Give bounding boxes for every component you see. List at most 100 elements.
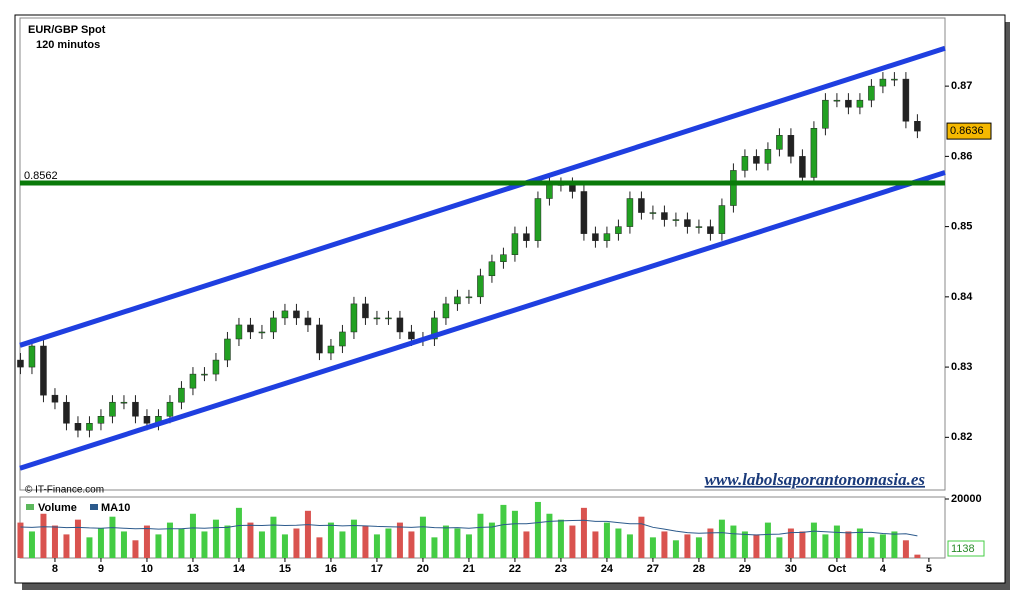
candle-body (86, 423, 93, 431)
candle-body (442, 303, 450, 319)
volume-bar (28, 531, 35, 558)
ma10-line (20, 519, 918, 537)
candle-body (281, 310, 289, 319)
volume-bar (212, 519, 219, 558)
candle-body (454, 296, 461, 305)
candle-body (178, 387, 185, 403)
candle-body (730, 170, 737, 206)
candle-body (534, 198, 542, 241)
volume-bar (914, 554, 921, 558)
volume-bar (695, 537, 702, 558)
volume-bar (799, 531, 806, 558)
volume-bar (86, 537, 93, 558)
candle-body (799, 156, 806, 178)
volume-bar (845, 531, 852, 558)
volume-bar (580, 507, 587, 558)
volume-bar (615, 528, 622, 558)
volume-bar (546, 513, 553, 558)
candle-body (580, 191, 588, 234)
subtitle: 120 minutos (36, 39, 100, 51)
candle-body (120, 401, 128, 404)
candle-body (741, 156, 749, 171)
volume-bar (638, 516, 645, 558)
candle-body (914, 121, 921, 132)
y-tick-label: 0.84 (951, 291, 973, 303)
volume-bar (753, 534, 760, 558)
candle-body (74, 423, 82, 431)
volume-bar (500, 504, 507, 558)
candle-body (201, 373, 208, 376)
y-tick-label: 0.86 (951, 150, 972, 162)
candle-body (879, 78, 887, 87)
y-tick-label: 20000 (951, 493, 982, 505)
x-tick-label: 4 (880, 563, 887, 575)
candle-body (189, 373, 197, 389)
x-tick-label: 28 (693, 563, 705, 575)
volume-bar (166, 522, 173, 558)
volume-bar (730, 525, 737, 558)
candle-body (109, 401, 116, 417)
candle-body (891, 78, 898, 81)
candle-body (373, 317, 381, 320)
candle-body (212, 359, 220, 375)
candle-body (638, 198, 645, 213)
legend-label: Volume (38, 502, 77, 514)
candle-body (902, 78, 910, 122)
volume-bar (822, 534, 829, 558)
volume-bar (132, 540, 139, 558)
volume-bar (902, 540, 909, 558)
candle-body (810, 128, 818, 178)
candle-body (603, 233, 611, 241)
candle-body (822, 99, 829, 129)
volume-bar (235, 507, 242, 558)
last-price-label: 0.8636 (950, 125, 984, 137)
candle-body (396, 317, 404, 333)
candle-body (764, 149, 772, 164)
volume-bar (477, 513, 484, 558)
candle-body (511, 233, 519, 255)
support-label: 0.8562 (24, 170, 58, 182)
candle-body (845, 99, 852, 108)
volume-bar (281, 534, 288, 558)
x-tick-label: 10 (141, 563, 153, 575)
title: EUR/GBP Spot (28, 24, 106, 36)
candle-body (856, 99, 864, 108)
last-volume-label: 1138 (951, 543, 975, 555)
candle-body (523, 233, 530, 241)
source: © IT-Finance.com (25, 485, 104, 496)
volume-bar (247, 522, 254, 558)
candle-body (695, 226, 703, 228)
volume-bar (339, 531, 346, 558)
volume-bar (224, 525, 231, 558)
volume-bar (856, 528, 863, 558)
candle-body (143, 416, 151, 424)
volume-bar (270, 516, 277, 558)
candle-body (718, 205, 726, 234)
volume-bar (40, 513, 47, 558)
candle-body (477, 275, 484, 298)
volume-bar (454, 528, 461, 558)
candle-body (258, 331, 266, 334)
x-tick-label: 8 (52, 563, 58, 575)
candle-body (40, 345, 47, 396)
volume-bar (891, 531, 898, 558)
candle-body (166, 401, 174, 417)
volume-bar (442, 525, 449, 558)
volume-bar (385, 528, 392, 558)
candle-body (500, 254, 507, 262)
legend-swatch (90, 504, 98, 510)
x-tick-label: 29 (739, 563, 751, 575)
x-tick-label: 5 (926, 563, 932, 575)
candle-body (63, 401, 70, 424)
volume-bar (17, 522, 24, 558)
volume-bar (120, 531, 127, 558)
volume-bar (63, 534, 70, 558)
volume-bar (741, 531, 748, 558)
volume-bar (661, 531, 668, 558)
volume-bar (97, 528, 104, 558)
candle-body (753, 156, 760, 164)
candle-body (51, 394, 59, 403)
volume-bar (511, 510, 518, 558)
candle-body (247, 324, 254, 333)
